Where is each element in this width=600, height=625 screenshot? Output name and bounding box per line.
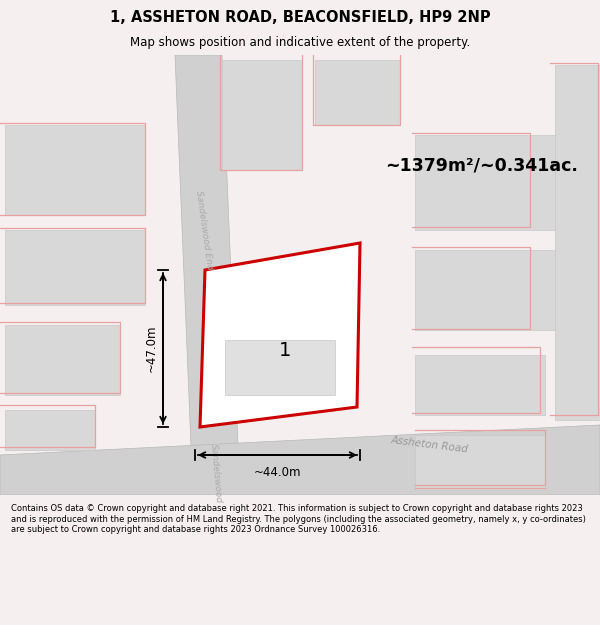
Bar xyxy=(225,340,335,395)
Text: Map shows position and indicative extent of the property.: Map shows position and indicative extent… xyxy=(130,36,470,49)
Bar xyxy=(415,355,545,415)
Bar xyxy=(415,250,590,330)
Polygon shape xyxy=(175,55,240,495)
Text: 1: 1 xyxy=(279,341,291,359)
Polygon shape xyxy=(200,243,360,427)
Text: Sandelswood End: Sandelswood End xyxy=(194,190,214,270)
Text: ~44.0m: ~44.0m xyxy=(254,466,301,479)
Text: 1, ASSHETON ROAD, BEACONSFIELD, HP9 2NP: 1, ASSHETON ROAD, BEACONSFIELD, HP9 2NP xyxy=(110,10,490,25)
Polygon shape xyxy=(0,425,600,495)
Text: ~47.0m: ~47.0m xyxy=(145,325,157,372)
Bar xyxy=(5,325,120,395)
Text: ~1379m²/~0.341ac.: ~1379m²/~0.341ac. xyxy=(385,156,578,174)
Bar xyxy=(5,410,95,450)
Bar xyxy=(222,60,302,170)
Bar xyxy=(415,435,545,490)
Text: Contains OS data © Crown copyright and database right 2021. This information is : Contains OS data © Crown copyright and d… xyxy=(11,504,586,534)
Text: Sandelswood: Sandelswood xyxy=(209,443,223,503)
Bar xyxy=(315,60,400,125)
Bar xyxy=(5,125,145,215)
Bar xyxy=(415,135,590,230)
Bar xyxy=(555,65,600,420)
Text: Assheton Road: Assheton Road xyxy=(391,435,469,455)
Bar xyxy=(5,230,145,305)
